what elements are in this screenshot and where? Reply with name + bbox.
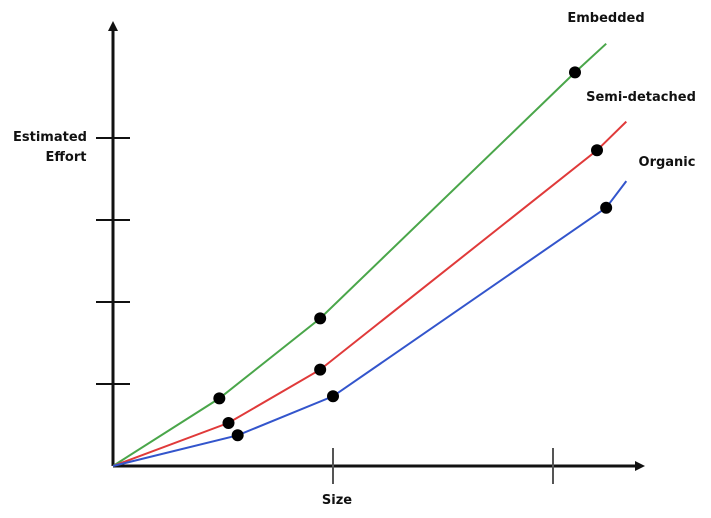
data-point-semi-detached-2 — [314, 363, 327, 376]
data-point-organic-2 — [327, 390, 339, 403]
data-point-embedded-3 — [569, 66, 581, 79]
data-point-semi-detached-1 — [222, 416, 235, 429]
series-labels: Embedded Semi-detached Organic — [567, 11, 696, 170]
data-point-organic-3 — [600, 201, 613, 214]
series-line-organic — [112, 180, 628, 467]
data-point-embedded-2 — [314, 312, 327, 325]
series-label-organic: Organic — [639, 155, 696, 170]
data-point-semi-detached-3 — [591, 144, 603, 157]
series-line-semi-detached — [112, 120, 627, 467]
series-label-embedded: Embedded — [567, 11, 644, 26]
series-points — [213, 66, 613, 442]
series-label-semi-detached: Semi-detached — [586, 90, 696, 105]
x-axis-ticks — [332, 448, 554, 484]
series-line-embedded — [112, 42, 607, 467]
y-axis-ticks — [96, 137, 130, 385]
y-axis-label-line1: Estimated — [13, 130, 87, 145]
x-axis-label: Size — [322, 493, 352, 508]
y-axis-label-line2: Effort — [46, 150, 87, 165]
data-point-organic-1 — [231, 429, 244, 442]
series-lines — [112, 42, 628, 467]
data-point-embedded-1 — [213, 392, 226, 405]
